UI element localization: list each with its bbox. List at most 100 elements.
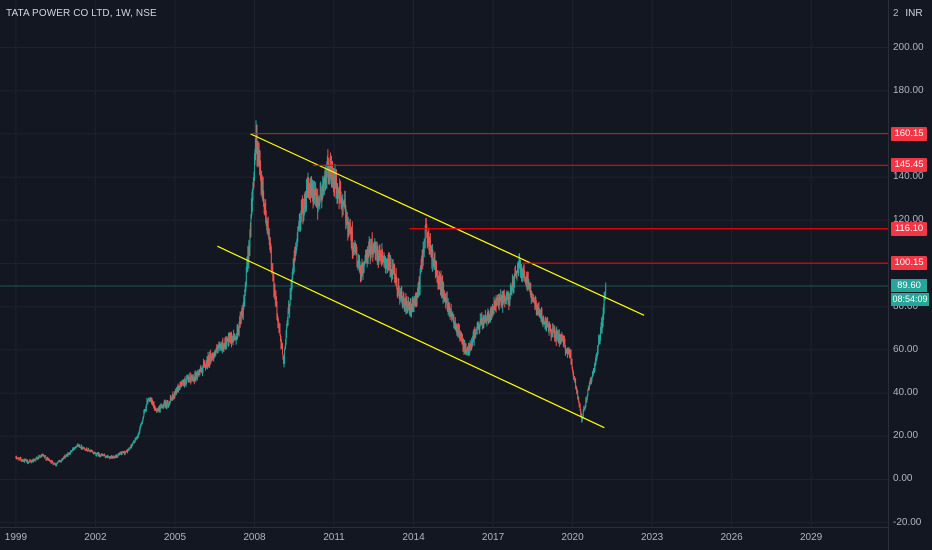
candle-body: [139, 428, 141, 432]
candle-body: [188, 377, 190, 380]
candle-body: [390, 262, 391, 271]
candle-body: [179, 382, 181, 388]
candle-body: [405, 299, 407, 310]
candle-body: [596, 354, 598, 357]
candle-body: [299, 222, 301, 228]
candle-body: [543, 317, 544, 320]
candle-body: [253, 178, 254, 183]
candle-body: [474, 332, 476, 335]
x-tick-label: 2023: [640, 532, 664, 543]
candle-body: [435, 263, 436, 277]
candle-body: [255, 133, 257, 144]
candle-body: [248, 243, 250, 260]
candle-body: [73, 448, 74, 450]
candle-body: [450, 308, 452, 315]
candle-body: [591, 377, 593, 379]
candle-body: [402, 297, 404, 300]
candle-body: [583, 408, 585, 410]
candle-body: [512, 279, 513, 289]
candle-body: [418, 283, 420, 285]
candle-body: [367, 249, 369, 258]
candle-body: [488, 310, 489, 321]
candle-body: [455, 324, 457, 331]
candle-body: [596, 356, 597, 358]
candle-body: [78, 445, 80, 447]
channel-line-lower[interactable]: [217, 245, 605, 429]
candle-body: [509, 290, 511, 299]
y-tick-label-partial: 2: [893, 8, 899, 19]
candle-body: [399, 292, 401, 300]
candle-body: [40, 455, 42, 458]
candle-body: [95, 453, 96, 455]
candle-body: [185, 383, 187, 385]
candle-body: [303, 208, 305, 211]
candle-body: [391, 274, 393, 277]
candle-body: [474, 332, 476, 335]
drawings[interactable]: [0, 132, 888, 429]
bar-countdown-label: 08:54:09: [891, 292, 929, 306]
candle-body: [121, 453, 122, 455]
candle-body: [202, 366, 204, 369]
candle-body: [72, 448, 74, 450]
candle-body: [240, 312, 242, 324]
candle-body: [325, 178, 327, 181]
candle-body: [137, 436, 139, 438]
candle-body: [81, 447, 83, 449]
candle-body: [61, 458, 63, 460]
candle-body: [358, 262, 359, 264]
candle-body: [436, 268, 437, 273]
candle-body: [180, 382, 181, 385]
candle-body: [346, 218, 348, 222]
candle-body: [87, 449, 89, 451]
y-tick-label: 200.00: [893, 41, 924, 53]
candle-body: [149, 399, 151, 400]
candle-body: [222, 346, 224, 349]
candle-body: [62, 458, 64, 460]
candle-body: [410, 304, 411, 311]
candle-body: [63, 455, 65, 458]
candle-body: [556, 331, 558, 334]
candle-body: [536, 310, 538, 314]
candle-body: [503, 294, 505, 299]
candle-body: [439, 276, 441, 290]
candle-body: [601, 324, 603, 330]
candle-body: [594, 364, 596, 368]
candle-body: [584, 405, 586, 408]
candle-body: [96, 454, 97, 456]
candle-body: [392, 266, 394, 277]
candle-body: [163, 402, 165, 405]
candle-body: [372, 250, 374, 254]
candle-body: [197, 372, 199, 376]
currency-badge[interactable]: INR: [905, 8, 923, 19]
candle-body: [22, 460, 24, 462]
candle-body: [421, 256, 423, 268]
candle-body: [24, 459, 26, 461]
candle-body: [253, 178, 255, 180]
candle-body: [60, 459, 62, 462]
candle-body: [243, 301, 245, 306]
candle-body: [19, 458, 20, 461]
candle-body: [415, 294, 417, 300]
candle-body: [563, 339, 565, 344]
candle-body: [313, 189, 315, 194]
candle-body: [444, 294, 446, 301]
x-tick-label: 2017: [481, 532, 505, 543]
x-tick-label: 2014: [402, 532, 425, 543]
candle-body: [165, 402, 167, 407]
candle-body: [246, 264, 248, 265]
candle-body: [543, 319, 545, 325]
candle-body: [322, 181, 324, 186]
candle-body: [112, 456, 114, 458]
candle-body: [277, 314, 278, 321]
candle-body: [296, 241, 298, 248]
candle-body: [429, 240, 431, 246]
candle-body: [561, 336, 563, 341]
candle-body: [30, 460, 32, 462]
candle-body: [302, 207, 304, 215]
channel-line-upper[interactable]: [250, 133, 645, 316]
candle-body: [476, 323, 478, 329]
candle-body: [552, 328, 554, 330]
candle-body: [482, 318, 484, 323]
